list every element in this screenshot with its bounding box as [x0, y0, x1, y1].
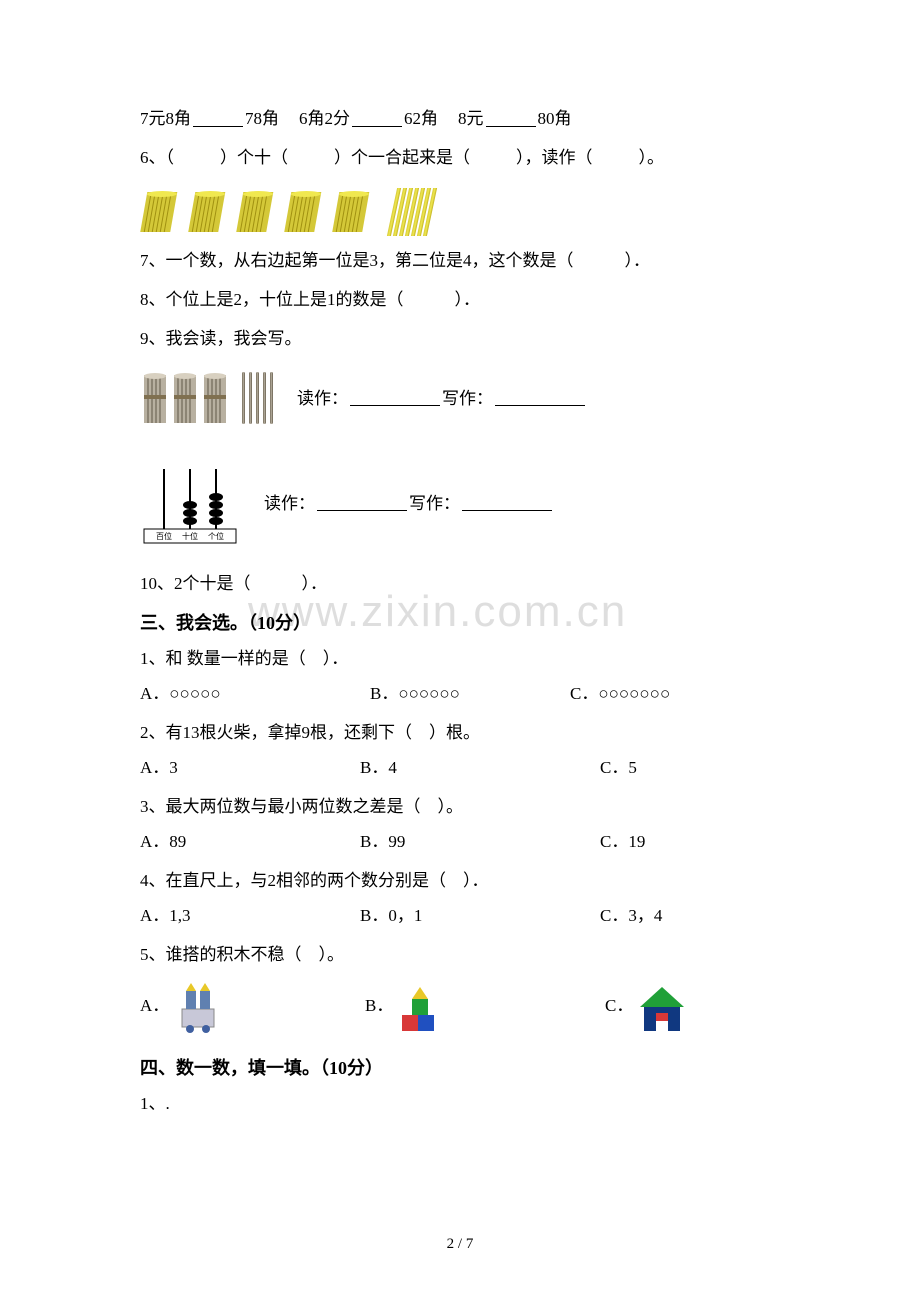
- s3q3-stem: 3、最大两位数与最小两位数之差是（ ）。: [140, 798, 780, 815]
- s3q4-c: C．3，4: [600, 907, 662, 924]
- q5-f: 80角: [538, 110, 572, 127]
- q6-line: 6、（ ）个十（ ）个一合起来是（ ），读作（ ）。: [140, 149, 780, 166]
- svg-text:十位: 十位: [182, 531, 198, 541]
- s3q4-b: B．0，1: [360, 907, 600, 924]
- q9-write-label: 写作：: [442, 390, 493, 407]
- q6-mid2: ）个一合起来是（: [334, 149, 470, 166]
- q5-d: 62角: [404, 110, 438, 127]
- q6-suffix: ）。: [639, 149, 665, 166]
- s3q5-opts: A． B． C．: [140, 981, 780, 1033]
- page-number: 2 / 7: [0, 1237, 920, 1252]
- s3q2-c: C．5: [600, 759, 637, 776]
- s3q4-a: A．1,3: [140, 907, 360, 924]
- q9-abacus-row: 百位 十位 个位 读作： 写作：: [140, 451, 780, 555]
- q6-bundles-image: [140, 188, 780, 236]
- blocks-b-icon: [398, 981, 446, 1033]
- s3q1-stem: 1、和 数量一样的是（ ）．: [140, 650, 780, 667]
- bundle-icon: [236, 188, 280, 236]
- q5-line: 7元8角 78角 6角2分 62角 8元 80角: [140, 110, 780, 127]
- q9-read-label-2: 读作：: [264, 495, 315, 512]
- blocks-c-icon: [638, 981, 686, 1033]
- page-content: 7元8角 78角 6角2分 62角 8元 80角 6、（ ）个十（ ）个一合起来…: [140, 110, 780, 1112]
- s3q1-a: A．○○○○○: [140, 685, 370, 702]
- s3q4-stem: 4、在直尺上，与2相邻的两个数分别是（ ）．: [140, 872, 780, 889]
- s3q2-b: B．4: [360, 759, 600, 776]
- s3q1-b: B．○○○○○○: [370, 685, 570, 702]
- bundle-icon: [188, 188, 232, 236]
- section4-title: 四、数一数，填一填。（10分）: [140, 1059, 780, 1077]
- q6-mid1: ）个十（: [220, 149, 288, 166]
- s3q5-a-wrap: A．: [140, 981, 365, 1033]
- q9-read-blank: [350, 390, 440, 406]
- bundle-gray-icon: [200, 369, 230, 427]
- q5-blank2: [352, 111, 402, 127]
- q9-write-blank: [495, 390, 585, 406]
- s3q5-stem: 5、谁搭的积木不稳（ ）。: [140, 946, 780, 963]
- section3-title: 三、我会选。（10分）: [140, 614, 780, 632]
- q9-label: 9、我会读，我会写。: [140, 330, 780, 347]
- q6-mid3: ），读作（: [516, 149, 593, 166]
- s3q5-a-label: A．: [140, 996, 169, 1015]
- blocks-a-icon: [174, 981, 222, 1033]
- s3q5-c-wrap: C．: [605, 981, 780, 1033]
- svg-text:个位: 个位: [208, 531, 224, 541]
- s3q3-opts: A．89 B．99 C．19: [140, 833, 780, 850]
- bundle-icon: [140, 188, 184, 236]
- q5-e: 8元: [458, 110, 484, 127]
- q8-line: 8、个位上是2，十位上是1的数是（ ）．: [140, 291, 780, 308]
- s3q5-b-label: B．: [365, 996, 393, 1015]
- q5-blank1: [193, 111, 243, 127]
- s3q2-opts: A．3 B．4 C．5: [140, 759, 780, 776]
- s3q5-c-label: C．: [605, 996, 633, 1015]
- bundle-gray-icon: [170, 369, 200, 427]
- bundle-gray-icon: [140, 369, 170, 427]
- s3q3-b: B．99: [360, 833, 600, 850]
- loose-sticks: [392, 188, 432, 236]
- s3q3-a: A．89: [140, 833, 360, 850]
- s3q2-stem: 2、有13根火柴，拿掉9根，还剩下（ ）根。: [140, 724, 780, 741]
- q5-b: 78角: [245, 110, 279, 127]
- q5-c: 6角2分: [299, 110, 350, 127]
- s3q4-opts: A．1,3 B．0，1 C．3，4: [140, 907, 780, 924]
- q7-line: 7、一个数，从右边起第一位是3，第二位是4，这个数是（ ）．: [140, 252, 780, 269]
- q9-write-label-2: 写作：: [409, 495, 460, 512]
- q6-prefix: 6、（: [140, 149, 174, 166]
- q10-line: 10、2个十是（ ）．: [140, 575, 780, 592]
- s3q3-c: C．19: [600, 833, 645, 850]
- q9-read-label: 读作：: [297, 390, 348, 407]
- q5-a: 7元8角: [140, 110, 191, 127]
- q9-read-blank-2: [317, 495, 407, 511]
- abacus-icon: 百位 十位 个位: [140, 459, 240, 547]
- s3q1-opts: A．○○○○○ B．○○○○○○ C．○○○○○○○: [140, 685, 780, 702]
- bundle-icon: [332, 188, 376, 236]
- s4q1: 1、.: [140, 1095, 780, 1112]
- loose-sticks-gray: [242, 372, 273, 424]
- svg-text:百位: 百位: [156, 531, 172, 541]
- q9-write-blank-2: [462, 495, 552, 511]
- s3q2-a: A．3: [140, 759, 360, 776]
- s3q1-c: C．○○○○○○○: [570, 685, 670, 702]
- q9-sticks-row: 读作： 写作：: [140, 369, 780, 427]
- bundle-icon: [284, 188, 328, 236]
- q5-blank3: [486, 111, 536, 127]
- s3q5-b-wrap: B．: [365, 981, 605, 1033]
